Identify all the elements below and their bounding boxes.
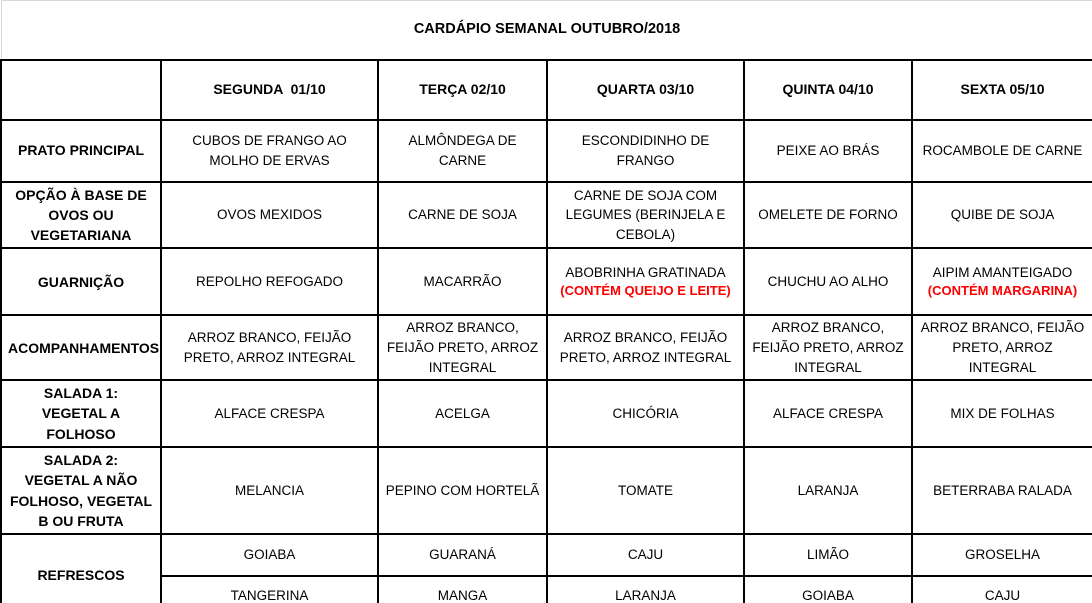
corner-cell	[0, 58, 162, 121]
menu-cell: LIMÃO	[743, 533, 913, 578]
title-row: CARDÁPIO SEMANAL OUTUBRO/2018	[0, 0, 1092, 61]
row-label-salada-2: SALADA 2: VEGETAL A NÃO FOLHOSO, VEGETAL…	[0, 445, 162, 536]
menu-cell: ALFACE CRESPA	[743, 379, 913, 448]
column-header-terca: TERÇA 02/10	[377, 58, 548, 121]
allergen-note: (CONTÉM MARGARINA)	[927, 283, 1078, 299]
row-label-refrescos: REFRESCOS	[0, 533, 162, 603]
menu-cell: MIX DE FOLHAS	[910, 379, 1092, 448]
menu-cell: PEPINO COM HORTELÃ	[377, 445, 548, 536]
column-header-segunda: SEGUNDA 01/10	[160, 58, 379, 121]
menu-cell: QUIBE DE SOJA	[910, 180, 1092, 250]
menu-cell: REPOLHO REFOGADO	[160, 247, 379, 317]
menu-cell: OVOS MEXIDOS	[160, 180, 379, 250]
column-header-sexta: SEXTA 05/10	[910, 58, 1092, 121]
column-header-quarta: QUARTA 03/10	[546, 58, 745, 121]
menu-cell: GOIABA	[743, 575, 913, 603]
page-title: CARDÁPIO SEMANAL OUTUBRO/2018	[0, 0, 1092, 61]
table-row-acompanhamentos: ACOMPANHAMENTOS ARROZ BRANCO, FEIJÃO PRE…	[0, 314, 1092, 382]
table-row-opcao-vegetariana: OPÇÃO À BASE DE OVOS OU VEGETARIANA OVOS…	[0, 180, 1092, 250]
menu-cell: ACELGA	[377, 379, 548, 448]
menu-cell: ARROZ BRANCO, FEIJÃO PRETO, ARROZ INTEGR…	[910, 314, 1092, 382]
table-row-prato-principal: PRATO PRINCIPAL CUBOS DE FRANGO AO MOLHO…	[0, 118, 1092, 183]
menu-cell: LARANJA	[546, 575, 745, 603]
menu-cell: BETERRABA RALADA	[910, 445, 1092, 536]
menu-cell: CUBOS DE FRANGO AO MOLHO DE ERVAS	[160, 118, 379, 183]
menu-cell: CARNE DE SOJA COM LEGUMES (BERINJELA E C…	[546, 180, 745, 250]
row-label-prato-principal: PRATO PRINCIPAL	[0, 118, 162, 183]
column-header-quinta: QUINTA 04/10	[743, 58, 913, 121]
menu-cell: GOIABA	[160, 533, 379, 578]
table-row-salada-1: SALADA 1: VEGETAL A FOLHOSO ALFACE CRESP…	[0, 379, 1092, 448]
dish-name: AIPIM AMANTEIGADO	[932, 264, 1073, 280]
menu-cell: GROSELHA	[910, 533, 1092, 578]
row-label-salada-1: SALADA 1: VEGETAL A FOLHOSO	[0, 379, 162, 448]
menu-cell: TANGERINA	[160, 575, 379, 603]
row-label-acompanhamentos: ACOMPANHAMENTOS	[0, 314, 162, 382]
menu-cell: OMELETE DE FORNO	[743, 180, 913, 250]
table-row-guarnicao: GUARNIÇÃO REPOLHO REFOGADO MACARRÃO ABOB…	[0, 247, 1092, 317]
table-row-salada-2: SALADA 2: VEGETAL A NÃO FOLHOSO, VEGETAL…	[0, 445, 1092, 536]
dish-name: ABOBRINHA GRATINADA	[565, 264, 726, 280]
menu-cell: ABOBRINHA GRATINADA (CONTÉM QUEIJO E LEI…	[546, 247, 745, 317]
menu-cell: MACARRÃO	[377, 247, 548, 317]
menu-cell: MELANCIA	[160, 445, 379, 536]
menu-cell: ALFACE CRESPA	[160, 379, 379, 448]
menu-cell: ARROZ BRANCO, FEIJÃO PRETO, ARROZ INTEGR…	[377, 314, 548, 382]
menu-cell: ALMÔNDEGA DE CARNE	[377, 118, 548, 183]
menu-cell: CHICÓRIA	[546, 379, 745, 448]
table-row-refrescos-2: TANGERINA MANGA LARANJA GOIABA CAJU	[1, 575, 1092, 603]
menu-cell: AIPIM AMANTEIGADO (CONTÉM MARGARINA)	[910, 247, 1092, 317]
menu-cell: CHUCHU AO ALHO	[743, 247, 913, 317]
weekday-header-row: SEGUNDA 01/10 TERÇA 02/10 QUARTA 03/10 Q…	[0, 58, 1092, 121]
menu-cell: LARANJA	[743, 445, 913, 536]
menu-cell: ROCAMBOLE DE CARNE	[910, 118, 1092, 183]
menu-cell: CAJU	[910, 575, 1092, 603]
menu-cell: ESCONDIDINHO DE FRANGO	[546, 118, 745, 183]
menu-cell: CAJU	[546, 533, 745, 578]
menu-cell: MANGA	[377, 575, 548, 603]
row-label-guarnicao: GUARNIÇÃO	[0, 247, 162, 317]
menu-cell: ARROZ BRANCO, FEIJÃO PRETO, ARROZ INTEGR…	[546, 314, 745, 382]
menu-cell: PEIXE AO BRÁS	[743, 118, 913, 183]
allergen-note: (CONTÉM QUEIJO E LEITE)	[560, 283, 731, 299]
menu-cell: GUARANÁ	[377, 533, 548, 578]
menu-cell: ARROZ BRANCO, FEIJÃO PRETO, ARROZ INTEGR…	[160, 314, 379, 382]
menu-cell: ARROZ BRANCO, FEIJÃO PRETO, ARROZ INTEGR…	[743, 314, 913, 382]
row-label-opcao-vegetariana: OPÇÃO À BASE DE OVOS OU VEGETARIANA	[0, 180, 162, 250]
menu-cell: CARNE DE SOJA	[377, 180, 548, 250]
menu-cell: TOMATE	[546, 445, 745, 536]
table-row-refrescos-1: REFRESCOS GOIABA GUARANÁ CAJU LIMÃO GROS…	[0, 533, 1092, 603]
